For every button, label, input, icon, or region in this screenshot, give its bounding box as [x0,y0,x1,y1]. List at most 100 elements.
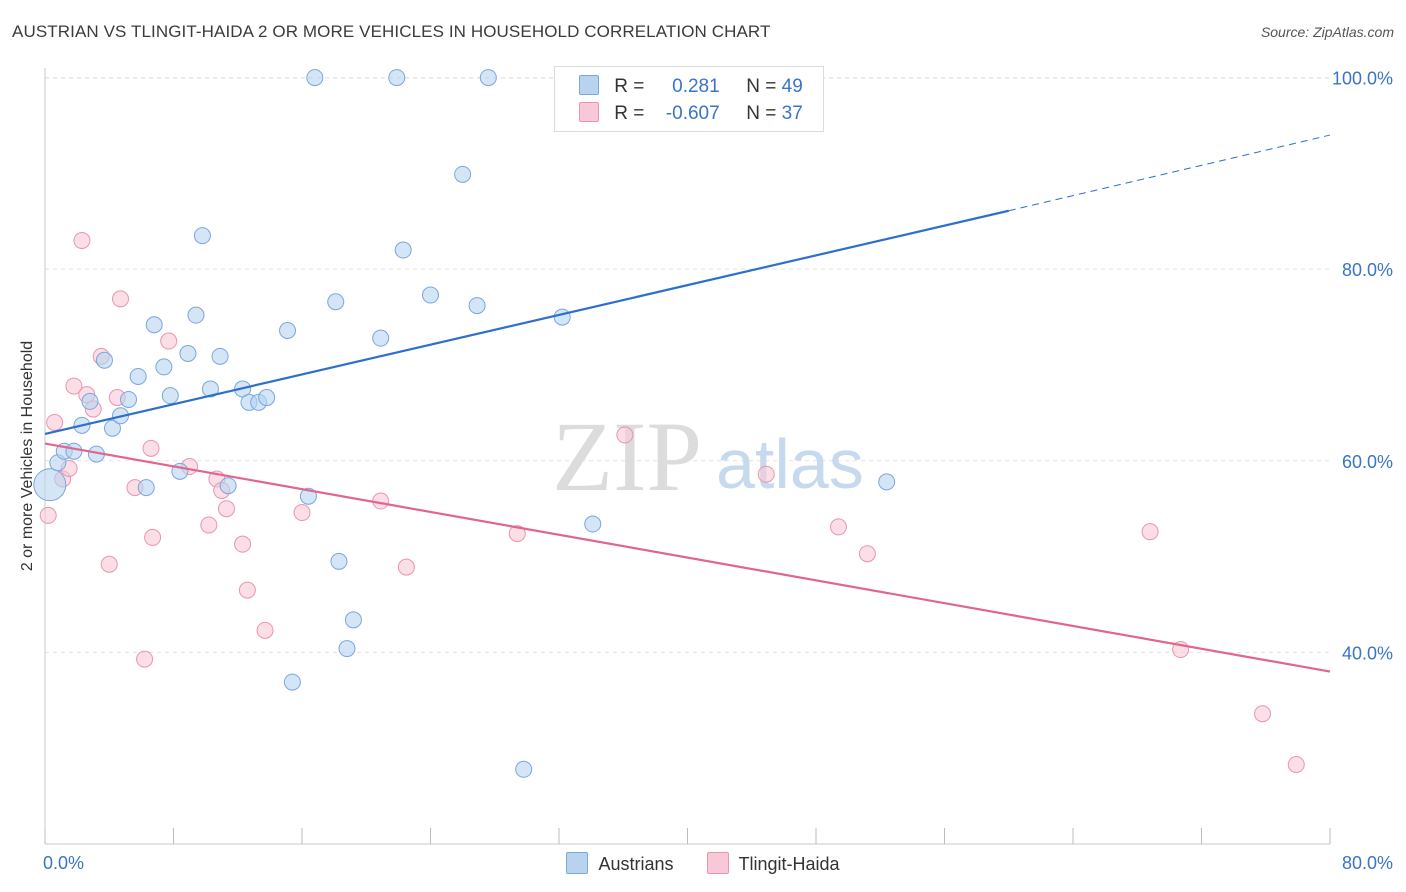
correlation-legend: R = 0.281 N = 49 R = -0.607 N = 37 [554,66,824,132]
data-point [33,468,67,502]
data-point [142,439,160,457]
data-point [179,344,197,362]
axes [44,68,1331,845]
data-point [479,69,497,87]
y-tick-label: 40.0% [1342,643,1393,663]
data-point [187,306,205,324]
data-point [757,465,775,483]
trendlines [44,134,1331,673]
data-point [344,611,362,629]
data-point [193,227,211,245]
data-point [144,528,162,546]
data-point [454,165,472,183]
data-point [218,500,236,518]
data-point [829,518,847,536]
data-point [468,297,486,315]
data-point [120,390,138,408]
data-point [372,329,390,347]
data-point [422,286,439,304]
legend-item-austrians[interactable]: Austrians [566,852,673,875]
data-point [1141,523,1159,541]
austrians-trendline [44,209,1009,436]
data-point [1254,705,1272,723]
data-point [283,673,301,691]
n-label: N = [746,76,777,97]
data-point [219,477,237,495]
data-point [394,241,412,259]
x-tick-label: 80.0% [1342,853,1393,873]
data-point [155,358,173,376]
data-point [397,558,415,576]
austrians-swatch [566,852,589,874]
y-tick-label: 100.0% [1332,69,1393,89]
data-point [65,377,83,395]
watermark-zip: ZIP [552,401,702,512]
y-tick-label: 80.0% [1342,260,1393,280]
tlingit-swatch [706,852,729,874]
r-label: R = [614,76,645,97]
data-point [858,545,876,563]
data-point [515,760,533,778]
y-tick-label: 60.0% [1342,452,1393,472]
data-point [1287,755,1305,773]
data-point [39,506,57,524]
data-point [279,321,297,339]
n-value: 37 [781,103,803,124]
data-point [111,290,129,308]
data-point [299,487,317,505]
tlingit-trendline [44,442,1331,673]
source-label: Source: ZipAtlas.com [1260,24,1394,40]
data-point [338,640,356,658]
data-point [95,351,113,369]
n-label: N = [746,103,777,124]
data-point [388,69,406,87]
watermark-atlas: atlas [716,425,864,503]
data-point [211,347,229,365]
data-point [306,69,324,87]
austrians-swatch [579,75,599,95]
data-point [616,426,634,444]
austrian-points [33,69,896,778]
data-point [238,581,256,599]
data-point [46,413,64,431]
legend-label-tlingit: Tlingit-Haida [738,854,840,874]
data-point [234,535,252,553]
data-point [145,316,163,334]
x-tick-label: 0.0% [43,853,84,873]
data-point [161,387,179,405]
tlingit-swatch [579,102,599,122]
data-point [201,380,219,398]
data-point [65,442,83,460]
series-legend: Austrians Tlingit-Haida [0,852,1406,875]
data-point [103,419,121,437]
chart-title: AUSTRIAN VS TLINGIT-HAIDA 2 OR MORE VEHI… [12,22,771,41]
legend-row-austrians: R = 0.281 N = 49 [579,75,803,99]
r-value: -0.607 [665,103,720,124]
data-point [327,293,345,311]
data-point [73,231,91,249]
data-point [584,515,602,533]
data-point [878,473,896,491]
data-point [136,650,154,668]
data-point [256,621,274,639]
data-point [129,367,147,385]
legend-row-tlingit: R = -0.607 N = 37 [579,102,803,126]
legend-label-austrians: Austrians [598,854,674,874]
data-point [330,552,348,570]
tick-labels: 40.0% 60.0% 80.0% 100.0% 0.0% 80.0% [43,69,1393,873]
data-point [258,389,276,407]
r-label: R = [614,103,645,124]
data-point [100,555,118,573]
n-value: 49 [781,76,803,97]
data-point [200,516,218,534]
data-point [508,525,526,543]
austrians-trendline-extension [1008,134,1331,212]
data-point [553,308,571,326]
legend-item-tlingit[interactable]: Tlingit-Haida [706,852,840,875]
data-point [137,479,155,497]
gridlines [45,77,1330,653]
data-point [160,332,178,350]
data-point [81,392,99,410]
r-value: 0.281 [672,76,720,97]
